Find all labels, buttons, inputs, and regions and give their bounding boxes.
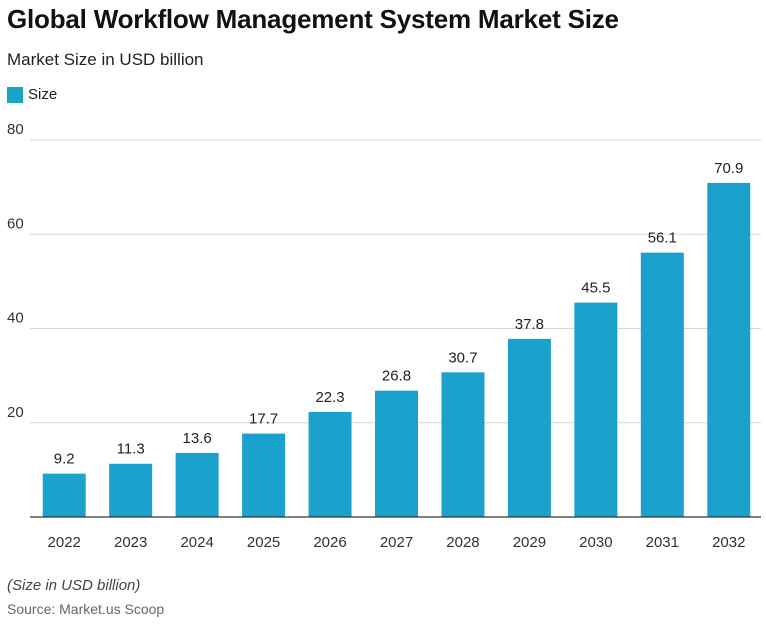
- bar-2025: [242, 433, 286, 517]
- bars: [42, 182, 751, 518]
- bar-2032: [707, 182, 751, 518]
- x-axis-ticks: 2022 2023 2024 2025 2026 2027 2028 2029 2030 2031…: [48, 534, 746, 551]
- chart-note: (Size in USD billion): [7, 577, 141, 594]
- bar-2028: [441, 372, 485, 517]
- y-tick-label: 20: [7, 404, 24, 421]
- data-label-2025: 17.7: [249, 411, 278, 428]
- x-tick-label-2025: 2025: [247, 534, 280, 551]
- bar-2031: [640, 252, 684, 517]
- x-tick-label-2022: 2022: [48, 534, 81, 551]
- chart-source: Source: Market.us Scoop: [7, 601, 165, 617]
- y-tick-label: 40: [7, 310, 24, 327]
- data-labels: 9.2 11.3 13.6 17.7 22.3 26.8 30.7 37.8 45.5 56.1 7…: [54, 160, 744, 468]
- bar-2029: [507, 338, 551, 517]
- data-label-2030: 45.5: [581, 280, 610, 297]
- legend: Size: [7, 86, 57, 103]
- x-tick-label-2031: 2031: [646, 534, 679, 551]
- x-tick-label-2028: 2028: [446, 534, 479, 551]
- x-tick-label-2024: 2024: [180, 534, 213, 551]
- x-tick-label-2023: 2023: [114, 534, 147, 551]
- bar-2030: [574, 302, 618, 517]
- bar-2024: [175, 452, 219, 517]
- x-tick-label-2027: 2027: [380, 534, 413, 551]
- data-label-2032: 70.9: [714, 160, 743, 177]
- legend-label: Size: [28, 86, 58, 103]
- y-tick-label: 80: [7, 121, 24, 138]
- bar-2027: [375, 390, 418, 517]
- bar-2026: [308, 411, 352, 517]
- bar-2023: [109, 463, 153, 517]
- x-tick-label-2030: 2030: [579, 534, 612, 551]
- x-tick-label-2026: 2026: [313, 534, 346, 551]
- x-tick-label-2029: 2029: [513, 534, 546, 551]
- y-tick-label: 60: [7, 215, 24, 232]
- chart-subtitle: Market Size in USD billion: [7, 50, 204, 69]
- bar-2022: [42, 473, 86, 517]
- data-label-2026: 22.3: [315, 389, 344, 406]
- data-label-2023: 11.3: [117, 441, 145, 458]
- data-label-2022: 9.2: [54, 451, 75, 468]
- data-label-2031: 56.1: [648, 230, 677, 247]
- chart-title: Global Workflow Management System Market…: [7, 4, 619, 34]
- data-label-2028: 30.7: [448, 349, 477, 366]
- legend-swatch: [7, 86, 23, 103]
- data-label-2027: 26.8: [382, 368, 411, 385]
- x-tick-label-2032: 2032: [712, 534, 745, 551]
- data-label-2029: 37.8: [515, 316, 544, 333]
- y-axis-ticks: 20 40 60 80: [7, 121, 24, 421]
- data-label-2024: 13.6: [183, 430, 212, 447]
